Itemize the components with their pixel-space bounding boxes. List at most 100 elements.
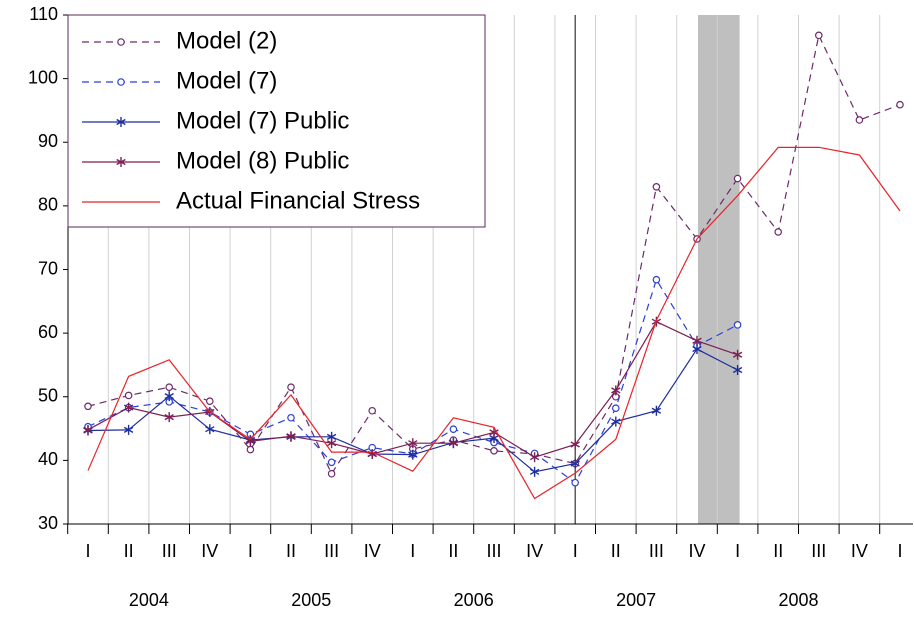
legend-box [67,14,486,228]
legend-label: Model (2) [176,27,277,54]
marker [164,391,174,402]
marker [408,449,418,460]
star-stroke [326,433,337,440]
marker [732,365,743,376]
marker [855,116,864,124]
marker [490,447,498,455]
x-tick-label: I [85,541,90,561]
x-tick-label: III [324,541,339,561]
star-stroke [489,434,499,442]
y-tick-label: 100 [28,67,58,87]
star-stroke [116,158,126,166]
marker [287,383,295,392]
y-tick-label: 80 [38,195,58,215]
legend-marker [117,78,125,86]
y-tick-label: 70 [38,258,58,278]
x-tick-label: IV [364,541,381,561]
star-stroke [651,407,662,414]
marker [529,452,540,463]
x-tick-label: I [735,541,740,561]
marker [83,424,93,435]
marker [570,458,580,469]
series-line [87,320,738,458]
legend-label: Model (7) [176,67,277,94]
star-stroke [326,440,337,447]
marker [814,31,823,40]
x-tick-label: II [448,541,458,561]
marker [448,438,459,449]
series [83,344,743,477]
x-tick-label: I [573,541,578,561]
marker [408,438,418,449]
x-tick-label: I [410,541,415,561]
star-stroke [570,460,580,467]
year-label: 2007 [616,590,656,610]
star-stroke [489,429,499,436]
x-tick-label: III [649,541,664,561]
star-stroke [732,366,743,374]
x-tick-label: IV [688,541,705,561]
series [83,316,743,463]
star-stroke [116,118,126,126]
marker [164,412,174,423]
marker [123,402,134,413]
star-stroke [286,433,296,440]
star-stroke [83,426,93,433]
y-tick-label: 50 [38,386,58,406]
marker [368,406,377,415]
y-tick-label: 60 [38,322,58,342]
star-stroke [692,337,702,344]
marker [652,275,661,284]
shaded-period [698,15,740,524]
star-stroke [570,441,580,448]
marker [896,100,904,109]
star-stroke [611,418,621,425]
x-tick-label: I [248,541,253,561]
marker [327,458,336,467]
x-tick-label: III [486,541,501,561]
marker [206,397,214,406]
year-label: 2008 [778,590,818,610]
marker [123,424,134,435]
marker [733,174,742,183]
star-stroke [123,426,134,433]
year-label: 2006 [454,590,494,610]
marker [611,404,620,413]
series-line [87,146,901,500]
star-stroke [448,440,459,447]
marker [245,436,256,447]
star-stroke [164,414,174,421]
year-label: 2004 [129,590,169,610]
x-tick-label: III [162,541,177,561]
star-stroke [408,451,418,458]
x-tick-label: III [811,541,826,561]
legend-marker [116,117,126,127]
marker [733,321,742,329]
marker [774,228,783,236]
star-stroke [692,345,702,353]
series-line [87,33,901,475]
x-tick-label: II [611,541,621,561]
star-stroke [611,387,621,394]
legend-label: Actual Financial Stress [176,187,420,214]
marker [692,335,702,346]
y-tick-label: 90 [38,131,58,151]
star-stroke [123,404,134,411]
marker [286,431,296,442]
marker [529,466,540,477]
marker [165,383,174,392]
marker [651,405,662,416]
x-tick-label: I [897,541,902,561]
star-stroke [732,351,743,358]
star-stroke [529,468,540,475]
marker [327,469,336,478]
marker [326,438,337,449]
legend-marker [116,157,126,167]
marker [449,425,458,433]
marker [84,402,92,411]
y-tick-label: 110 [29,4,58,24]
marker [287,413,295,422]
legend-label: Model (8) Public [176,147,349,174]
star-stroke [529,454,540,461]
